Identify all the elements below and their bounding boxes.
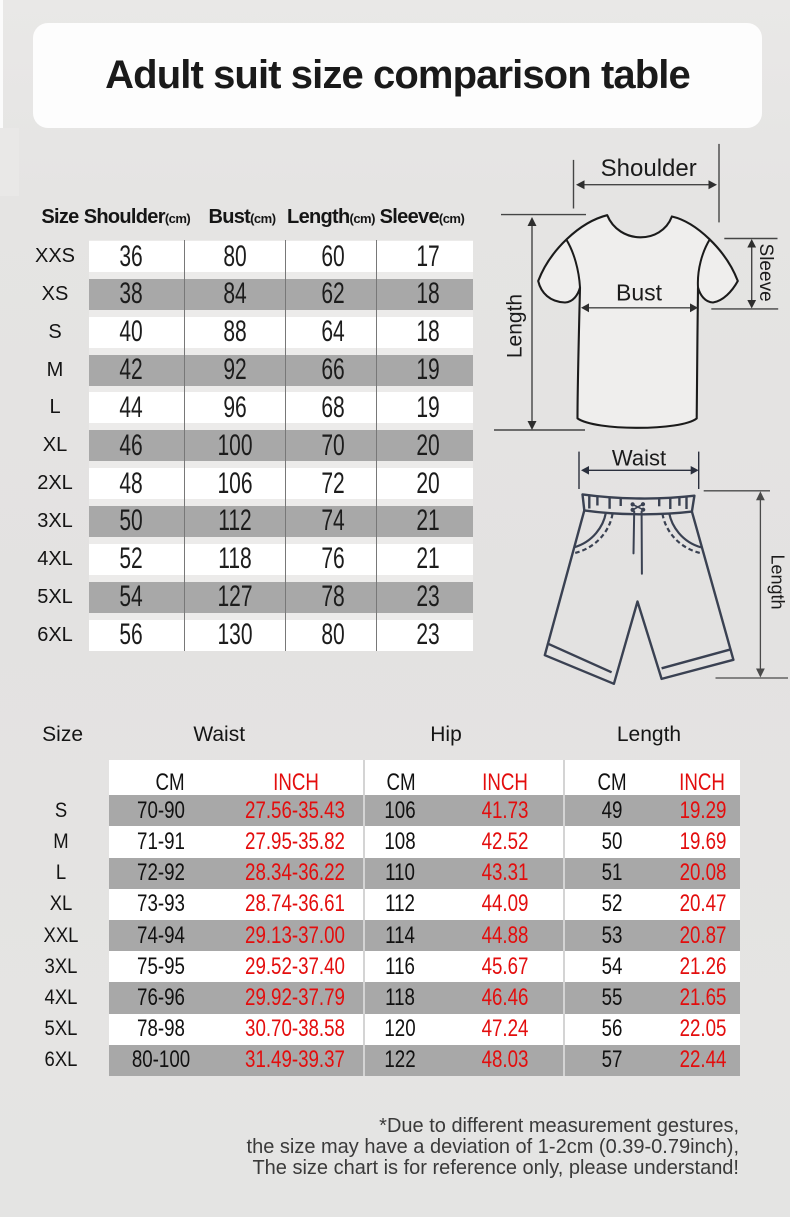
svg-text:Shoulder: Shoulder (601, 155, 697, 182)
svg-text:Bust: Bust (616, 280, 663, 306)
svg-text:Length: Length (504, 294, 527, 358)
svg-text:Waist: Waist (612, 446, 666, 471)
svg-text:Sleeve: Sleeve (755, 244, 776, 302)
svg-text:Length: Length (768, 554, 788, 609)
